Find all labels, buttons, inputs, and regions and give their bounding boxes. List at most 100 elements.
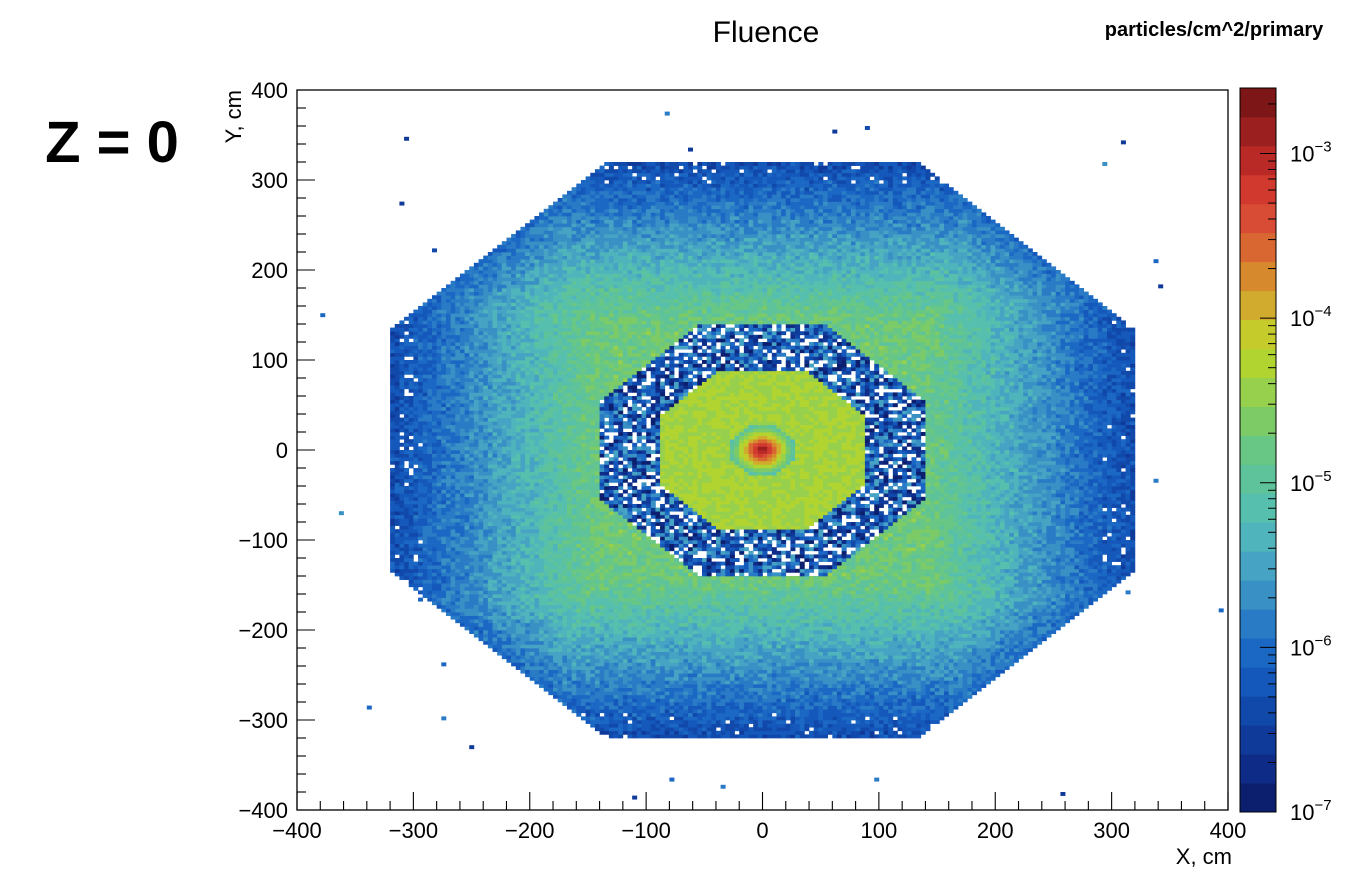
heatmap-cell [557, 234, 563, 238]
heatmap-cell [450, 396, 456, 400]
heatmap-cell [399, 424, 405, 429]
heatmap-cell [585, 424, 591, 429]
heatmap-cell [529, 385, 535, 390]
heatmap-cell [529, 601, 535, 606]
heatmap-cell [418, 550, 424, 555]
heatmap-cell [459, 586, 465, 591]
heatmap-cell [469, 518, 475, 523]
heatmap-cell [473, 626, 479, 631]
heatmap-cell [459, 414, 465, 418]
heatmap-cell [450, 338, 456, 343]
heatmap-cell [418, 406, 424, 411]
heatmap-cell [576, 194, 582, 199]
heatmap-cell [478, 298, 484, 303]
heatmap-cell [590, 302, 596, 307]
heatmap-cell [399, 547, 405, 552]
heatmap-cell [580, 270, 586, 274]
heatmap-cell [534, 676, 540, 681]
heatmap-cell [441, 334, 447, 339]
heatmap-cell [557, 331, 563, 336]
heatmap-cell [501, 302, 507, 307]
heatmap-cell [511, 637, 517, 642]
heatmap-cell [562, 691, 568, 696]
heatmap-cell [594, 313, 600, 318]
heatmap-cell [548, 687, 554, 692]
heatmap-cell [492, 424, 498, 429]
heatmap-cell [543, 331, 549, 336]
heatmap-cell [404, 471, 410, 476]
heatmap-cell [459, 554, 465, 559]
heatmap-cell [404, 385, 410, 390]
heatmap-cell [553, 241, 559, 246]
heatmap-cell [445, 511, 451, 516]
heatmap-cell [497, 597, 503, 602]
heatmap-cell [539, 216, 545, 220]
heatmap-cell [534, 565, 540, 570]
heatmap-cell [478, 583, 484, 588]
heatmap-cell [520, 284, 526, 289]
heatmap-cell [539, 482, 545, 487]
heatmap-cell [445, 320, 451, 325]
heatmap-cell [413, 522, 419, 526]
heatmap-cell [539, 219, 545, 224]
heatmap-cell [590, 309, 596, 314]
heatmap-cell [566, 471, 572, 476]
heatmap-cell [450, 331, 456, 336]
heatmap-cell [436, 342, 442, 346]
heatmap-cell [487, 255, 493, 260]
heatmap-cell [506, 568, 512, 573]
heatmap-cell [464, 306, 470, 310]
heatmap-cell [394, 374, 400, 379]
heatmap-cell [445, 421, 451, 426]
heatmap-cell [422, 522, 428, 526]
heatmap-cell [580, 511, 586, 516]
heatmap-cell [432, 507, 437, 512]
heatmap-cell [487, 349, 493, 354]
heatmap-cell [492, 399, 498, 404]
heatmap-cell [534, 291, 540, 296]
heatmap-cell [562, 316, 568, 321]
heatmap-cell [450, 457, 456, 462]
heatmap-cell [525, 414, 531, 418]
heatmap-cell [580, 669, 586, 674]
heatmap-cell [483, 511, 489, 516]
heatmap-cell [548, 532, 554, 537]
heatmap-cell [585, 619, 591, 624]
heatmap-cell [459, 399, 465, 404]
heatmap-cell [515, 583, 521, 588]
heatmap-cell [553, 550, 559, 555]
heatmap-cell [585, 342, 591, 346]
heatmap-cell [562, 367, 568, 372]
heatmap-cell [553, 370, 559, 375]
heatmap-cell [520, 356, 526, 361]
heatmap-cell [497, 558, 503, 562]
heatmap-cell [497, 414, 503, 418]
heatmap-cell [432, 381, 437, 386]
heatmap-cell [501, 414, 507, 418]
heatmap-cell [464, 511, 470, 516]
heatmap-cell [529, 277, 535, 282]
heatmap-cell [445, 306, 451, 310]
heatmap-cell [534, 568, 540, 573]
heatmap-cell [418, 435, 424, 440]
heatmap-cell [590, 604, 596, 609]
heatmap-cell [562, 496, 568, 501]
heatmap-cell [580, 543, 586, 548]
heatmap-cell [427, 309, 433, 314]
heatmap-cell [487, 378, 493, 382]
heatmap-cell [497, 266, 503, 271]
heatmap-cell [539, 550, 545, 555]
heatmap-cell [539, 298, 545, 303]
heatmap-cell [539, 450, 545, 454]
heatmap-cell [487, 514, 493, 519]
heatmap-cell [455, 316, 461, 321]
heatmap-cell [445, 496, 451, 501]
heatmap-cell [562, 619, 568, 624]
heatmap-cell [557, 475, 563, 480]
heatmap-cell [501, 316, 507, 321]
heatmap-cell [525, 417, 531, 422]
heatmap-cell [413, 500, 419, 505]
heatmap-cell [590, 579, 596, 584]
heatmap-cell [478, 424, 484, 429]
heatmap-cell [594, 558, 600, 562]
